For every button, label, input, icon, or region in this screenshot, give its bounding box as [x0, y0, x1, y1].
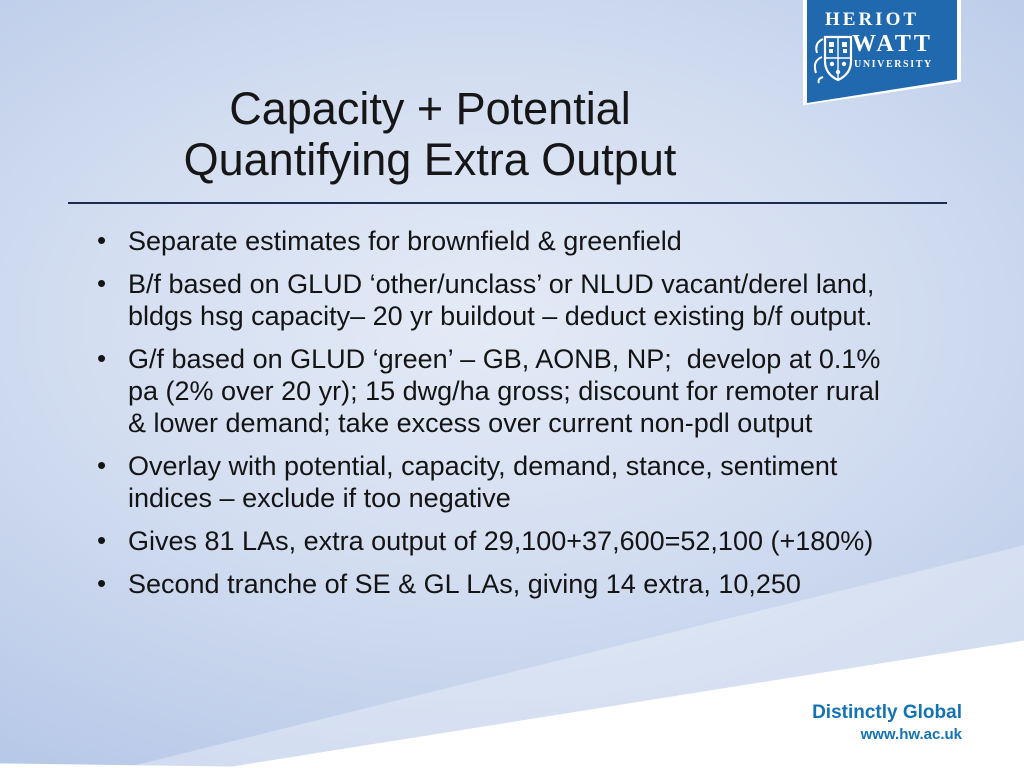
bullet-item: • B/f based on GLUD ‘other/unclass’ or NL…: [95, 268, 957, 332]
bullet-line: B/f based on GLUD ‘other/unclass’ or NLU…: [128, 269, 875, 299]
bullet-line: Second tranche of SE & GL LAs, giving 14…: [128, 569, 801, 599]
bullet-line: Gives 81 LAs, extra output of 29,100+37,…: [128, 526, 874, 556]
bullet-item: • Separate estimates for brownfield & gre…: [95, 225, 957, 257]
logo-text-watt: WATT: [852, 31, 933, 57]
bullet-item: • Second tranche of SE & GL LAs, giving 1…: [95, 568, 957, 600]
bullet-text: Gives 81 LAs, extra output of 29,100+37,…: [128, 526, 873, 556]
bullet-line: indices – exclude if too negative: [128, 483, 511, 513]
footer-tagline: Distinctly Global: [812, 702, 962, 723]
bullet-line: Separate estimates for brownfield & gree…: [128, 226, 682, 256]
bullet-line: Overlay with potential, capacity, demand…: [128, 451, 838, 481]
slide-title: Capacity + Potential Quantifying Extra O…: [72, 83, 788, 185]
bullet-marker: •: [97, 450, 107, 480]
bullet-list: • Separate estimates for brownfield & gre…: [95, 225, 957, 611]
title-divider-line: [68, 202, 947, 204]
bullet-text: G/f based on GLUD ‘green’ – GB, AONB, NP…: [128, 344, 880, 438]
footer-url: www.hw.ac.uk: [860, 726, 962, 743]
logo-text-university: UNIVERSITY: [854, 59, 933, 70]
bullet-marker: •: [97, 268, 107, 298]
bullet-marker: •: [97, 343, 107, 373]
bullet-text: Overlay with potential, capacity, demand…: [128, 451, 837, 513]
bullet-line: & lower demand; take excess over current…: [128, 408, 813, 438]
bullet-marker: •: [97, 225, 107, 255]
bullet-line: pa (2% over 20 yr); 15 dwg/ha gross; dis…: [128, 376, 880, 406]
bullet-item: • Gives 81 LAs, extra output of 29,100+37…: [95, 525, 957, 557]
heriot-watt-logo: HERIOT WATT UNIVERSITY: [803, 0, 961, 112]
logo-text-heriot: HERIOT: [825, 9, 920, 30]
slide-title-line1: Capacity + Potential: [229, 83, 631, 134]
bullet-line: G/f based on GLUD ‘green’ – GB, AONB, NP…: [128, 344, 881, 374]
bullet-marker: •: [97, 568, 107, 598]
bullet-marker: •: [97, 525, 107, 555]
slide-title-line2: Quantifying Extra Output: [183, 134, 677, 185]
bullet-text: B/f based on GLUD ‘other/unclass’ or NLU…: [128, 269, 874, 331]
university-crest-icon: [813, 35, 853, 84]
footer-brand: Distinctly Global www.hw.ac.uk: [812, 701, 962, 744]
bullet-item: • G/f based on GLUD ‘green’ – GB, AONB, N…: [95, 343, 957, 439]
bullet-text: Second tranche of SE & GL LAs, giving 14…: [128, 569, 801, 599]
logo-pennant: HERIOT WATT UNIVERSITY: [807, 0, 957, 104]
bullet-line: bldgs hsg capacity– 20 yr buildout – ded…: [128, 301, 873, 331]
bullet-item: • Overlay with potential, capacity, deman…: [95, 450, 957, 514]
bullet-text: Separate estimates for brownfield & gree…: [128, 226, 682, 256]
